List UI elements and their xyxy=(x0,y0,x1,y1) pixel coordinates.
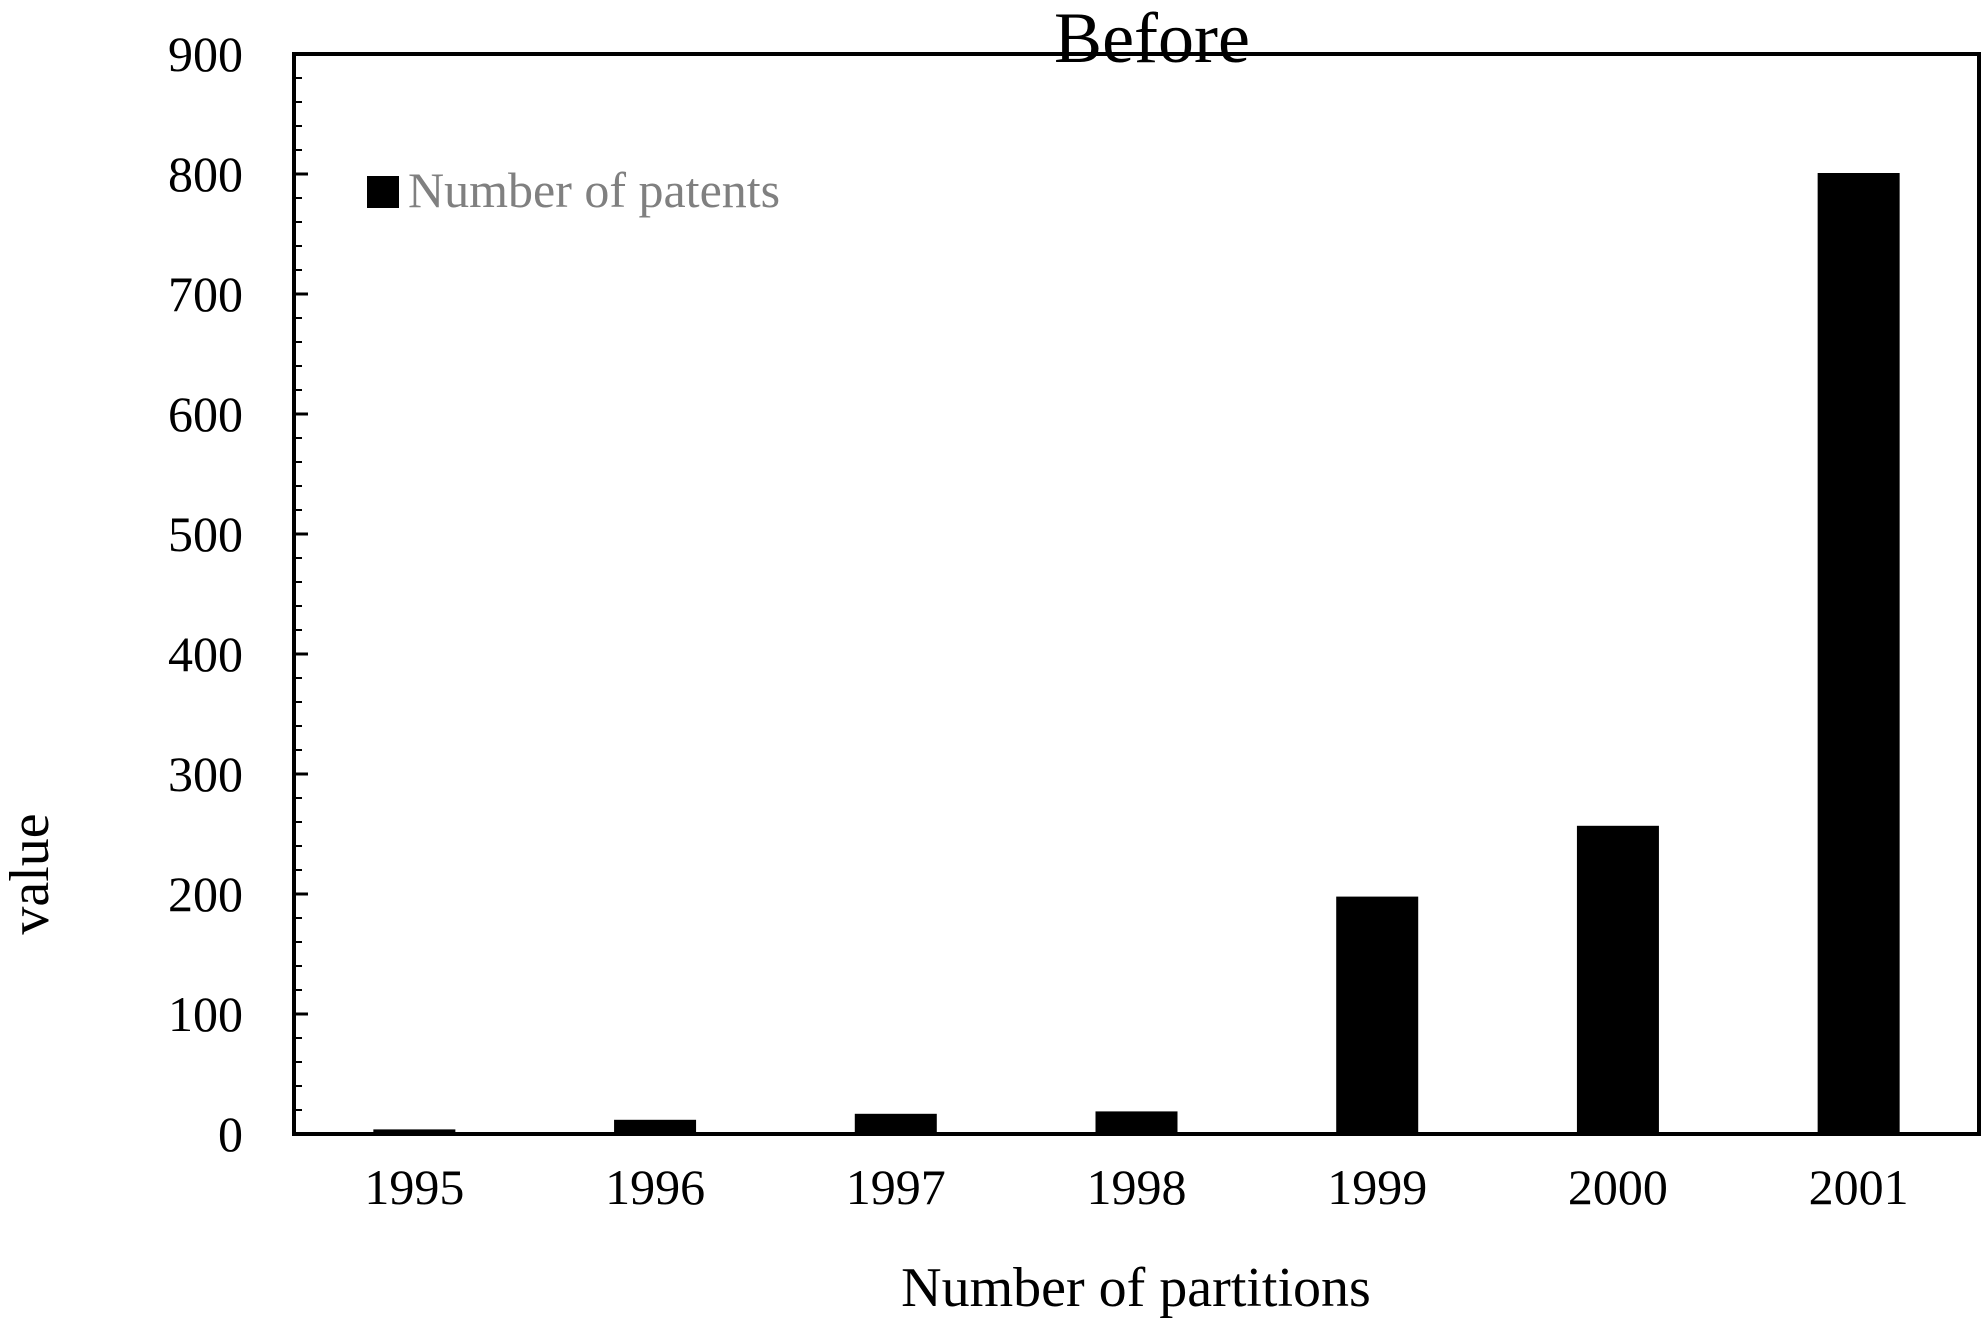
x-tick-label-2001: 2001 xyxy=(1809,1159,1909,1215)
x-tick-labels: 1995 1996 1997 1998 1999 2000 2001 xyxy=(364,1159,1908,1215)
x-tick-label-2000: 2000 xyxy=(1568,1159,1668,1215)
y-tick-label-700: 700 xyxy=(168,266,243,322)
bar-1995 xyxy=(373,1129,456,1136)
x-tick-label-1995: 1995 xyxy=(364,1159,464,1215)
y-tick-label-0: 0 xyxy=(218,1106,243,1162)
legend: Number of patents xyxy=(367,162,780,218)
y-tick-label-800: 800 xyxy=(168,146,243,202)
y-axis-title: value xyxy=(0,813,61,934)
bar-2000 xyxy=(1576,825,1659,1135)
x-tick-label-1997: 1997 xyxy=(846,1159,946,1215)
bar-1999 xyxy=(1336,896,1419,1135)
bar-1998 xyxy=(1095,1111,1178,1136)
y-tick-label-400: 400 xyxy=(168,626,243,682)
bars xyxy=(373,173,1900,1136)
y-tick-labels: 0 100 200 300 400 500 600 700 800 900 xyxy=(168,26,308,1162)
y-minor-ticks xyxy=(294,77,302,1111)
bar-2001 xyxy=(1817,173,1900,1135)
legend-swatch xyxy=(367,176,399,208)
x-tick-label-1998: 1998 xyxy=(1087,1159,1187,1215)
y-tick-label-100: 100 xyxy=(168,986,243,1042)
y-tick-label-900: 900 xyxy=(168,26,243,82)
y-tick-label-600: 600 xyxy=(168,386,243,442)
chart-title: Before xyxy=(1054,0,1250,78)
legend-label: Number of patents xyxy=(408,162,780,218)
y-tick-label-300: 300 xyxy=(168,746,243,802)
plot-area xyxy=(292,52,1981,1136)
x-tick-label-1996: 1996 xyxy=(605,1159,705,1215)
x-axis-title: Number of partitions xyxy=(901,1257,1371,1319)
y-tick-label-500: 500 xyxy=(168,506,243,562)
bar-1996 xyxy=(614,1119,697,1136)
y-tick-label-200: 200 xyxy=(168,866,243,922)
x-tick-label-1999: 1999 xyxy=(1327,1159,1427,1215)
bar-1997 xyxy=(854,1113,937,1136)
